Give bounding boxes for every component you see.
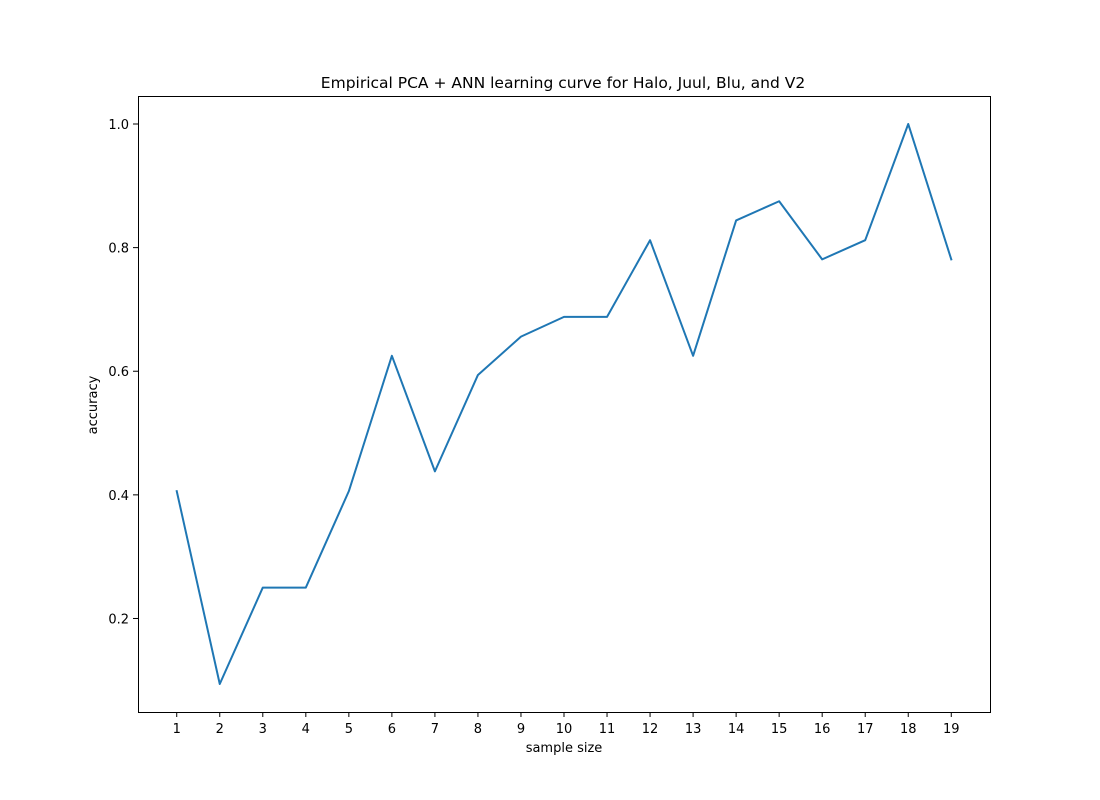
x-tick-label: 1 [173, 722, 181, 737]
x-tick-label: 15 [771, 722, 788, 737]
series-line [175, 123, 953, 685]
x-tick-label: 9 [517, 722, 525, 737]
x-tick-label: 19 [943, 722, 960, 737]
x-tick-label: 7 [431, 722, 439, 737]
x-tick-label: 16 [814, 722, 831, 737]
x-tick-label: 10 [556, 722, 573, 737]
x-tick-label: 3 [259, 722, 267, 737]
x-tick-label: 14 [728, 722, 745, 737]
y-tick-label: 0.8 [108, 242, 129, 257]
x-axis-label: sample size [526, 741, 603, 756]
y-axis-label: accuracy [86, 375, 101, 434]
x-tick-label: 12 [642, 722, 659, 737]
chart-title: Empirical PCA + ANN learning curve for H… [321, 74, 805, 92]
y-tick-label: 1.0 [108, 118, 129, 133]
y-tick-label: 0.4 [108, 489, 129, 504]
x-tick-label: 13 [685, 722, 702, 737]
plot-area-frame [138, 96, 991, 713]
x-tick-label: 5 [345, 722, 353, 737]
x-tick-label: 18 [900, 722, 917, 737]
x-tick-label: 8 [474, 722, 482, 737]
x-tick-label: 6 [388, 722, 396, 737]
y-axis-ticks: 0.2 0.4 0.6 0.8 1.0 [108, 118, 138, 627]
x-tick-label: 2 [216, 722, 224, 737]
y-tick-label: 0.6 [108, 365, 129, 380]
y-tick-label: 0.2 [108, 612, 129, 627]
x-tick-label: 17 [857, 722, 874, 737]
x-tick-label: 4 [302, 722, 310, 737]
x-tick-label: 11 [599, 722, 616, 737]
